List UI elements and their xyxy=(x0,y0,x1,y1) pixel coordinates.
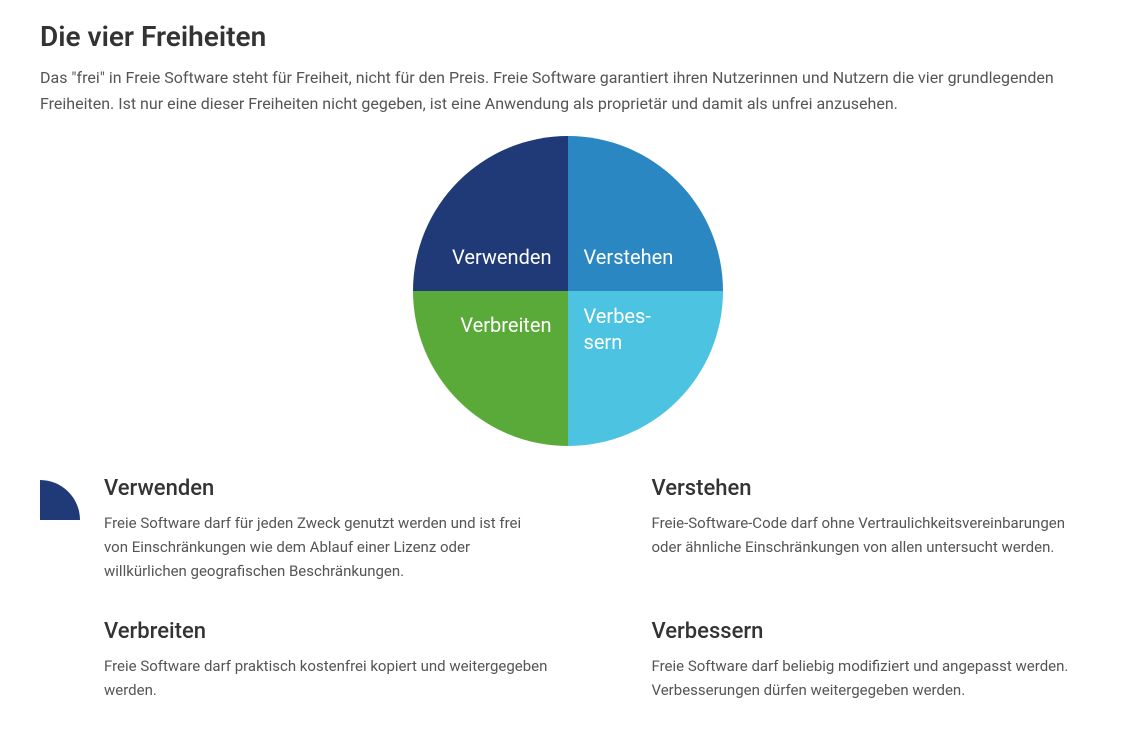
pie-quadrant-verbessern: Verbes­sern xyxy=(568,291,723,446)
card-text: Freie Software darf beliebig modifiziert… xyxy=(652,654,1096,702)
card-verbessern: Verbessern Freie Software darf beliebig … xyxy=(588,619,1096,702)
card-text: Freie Software darf für jeden Zweck genu… xyxy=(104,511,548,583)
pie-quadrant-verbreiten: Verbreiten xyxy=(413,291,568,446)
four-freedoms-pie: Verwenden Verstehen Verbreiten Verbes­se… xyxy=(413,136,723,446)
card-verwenden: Verwenden Freie Software darf für jeden … xyxy=(40,476,548,583)
intro-paragraph: Das "frei" in Freie Software steht für F… xyxy=(40,65,1095,116)
card-title: Verbreiten xyxy=(104,619,548,644)
quarter-circle-icon xyxy=(40,623,80,663)
pie-label-verwenden: Verwenden xyxy=(452,245,551,269)
pie-quadrant-verstehen: Verstehen xyxy=(568,136,723,291)
quarter-circle-icon xyxy=(588,623,628,663)
card-verstehen: Verstehen Freie-Software-Code darf ohne … xyxy=(588,476,1096,583)
card-body: Verwenden Freie Software darf für jeden … xyxy=(104,476,548,583)
pie-container: Verwenden Verstehen Verbreiten Verbes­se… xyxy=(40,136,1095,446)
card-title: Verstehen xyxy=(652,476,1096,501)
card-text: Freie Software darf praktisch kostenfrei… xyxy=(104,654,548,702)
pie-label-verstehen: Verstehen xyxy=(584,245,674,269)
card-text: Freie-Software-Code darf ohne Vertraulic… xyxy=(652,511,1096,559)
pie-quadrant-verwenden: Verwenden xyxy=(413,136,568,291)
card-verbreiten: Verbreiten Freie Software darf praktisch… xyxy=(40,619,548,702)
card-body: Verstehen Freie-Software-Code darf ohne … xyxy=(652,476,1096,559)
pie-label-verbessern: Verbes­sern xyxy=(584,303,674,355)
page-heading: Die vier Freiheiten xyxy=(40,20,1095,53)
card-title: Verbessern xyxy=(652,619,1096,644)
card-body: Verbessern Freie Software darf beliebig … xyxy=(652,619,1096,702)
card-body: Verbreiten Freie Software darf praktisch… xyxy=(104,619,548,702)
freedom-cards: Verwenden Freie Software darf für jeden … xyxy=(40,476,1095,702)
quarter-circle-icon xyxy=(588,480,628,520)
pie-label-verbreiten: Verbreiten xyxy=(460,313,551,337)
card-title: Verwenden xyxy=(104,476,548,501)
quarter-circle-icon xyxy=(40,480,80,520)
